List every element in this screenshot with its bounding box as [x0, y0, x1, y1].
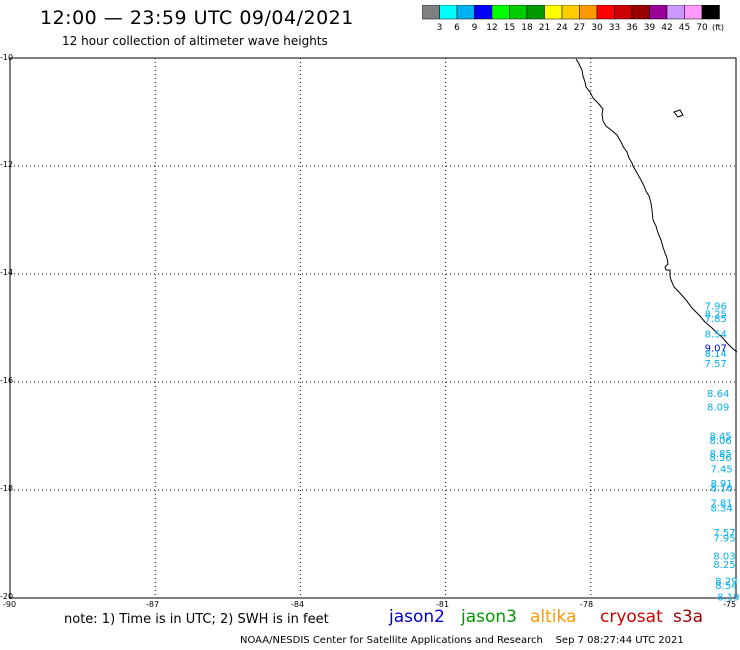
wave-height-value: 8.14 — [705, 349, 727, 360]
satellite-legend-cryosat: cryosat — [600, 607, 663, 627]
lat-label: -10 — [0, 53, 14, 62]
scale-label: 12 — [486, 23, 497, 33]
page-subtitle: 12 hour collection of altimeter wave hei… — [62, 34, 328, 48]
wave-height-value: 8.06 — [709, 436, 731, 447]
units-note: note: 1) Time is in UTC; 2) SWH is in fe… — [64, 612, 329, 627]
scale-label: 15 — [504, 23, 515, 33]
color-scale-legend: 3 6 9 12 15 18 21 24 27 30 33 36 39 42 45 70 (ft) — [422, 5, 724, 33]
wave-height-value: 9.07 — [705, 344, 727, 355]
scale-label: 3 — [437, 23, 443, 33]
wave-height-value: 7.95 — [713, 534, 735, 545]
wave-height-value: 7.57 — [705, 359, 727, 370]
scale-swatch — [701, 5, 720, 20]
wave-height-value: 7.96 — [705, 301, 727, 312]
wave-height-value: 8.25 — [713, 560, 735, 571]
lat-label: -12 — [0, 160, 14, 169]
satellite-legend-jason3: jason3 — [461, 607, 517, 627]
scale-label: 45 — [679, 23, 690, 33]
lon-label: -84 — [291, 600, 305, 609]
lon-label: -75 — [723, 600, 737, 609]
scale-label: 21 — [539, 23, 550, 33]
wave-height-value: 8.09 — [707, 402, 729, 413]
lon-label: -90 — [3, 600, 17, 609]
scale-label: 39 — [644, 23, 656, 33]
map-frame — [9, 57, 737, 599]
wave-height-value: 8.54 — [705, 329, 727, 340]
scale-label: 42 — [661, 23, 672, 33]
scale-unit: (ft) — [712, 23, 724, 32]
wave-height-value: 8.34 — [710, 503, 732, 514]
lat-label: -16 — [0, 376, 14, 385]
wave-height-value: 8.16 — [710, 483, 732, 494]
scale-label: 70 — [696, 23, 708, 33]
scale-label: 9 — [472, 23, 478, 33]
credit-text: NOAA/NESDIS Center for Satellite Applica… — [240, 635, 543, 646]
wave-height-value: 8.56 — [709, 453, 731, 464]
footer-credit: NOAA/NESDIS Center for Satellite Applica… — [240, 635, 684, 646]
satellite-legend-altika: altika — [530, 607, 577, 627]
wave-height-value: 8.64 — [707, 389, 729, 400]
satellite-legend-s3a: s3a — [673, 607, 704, 627]
scale-label: 24 — [556, 23, 568, 33]
satellite-legend-jason2: jason2 — [389, 607, 445, 627]
lat-label: -20 — [0, 592, 14, 601]
wave-height-value: 8.29 — [715, 576, 737, 587]
wave-height-value: 8.25 — [705, 310, 727, 321]
lat-label: -14 — [0, 268, 14, 277]
south-america-coastline — [575, 58, 738, 353]
wave-height-value: 7.57 — [713, 528, 735, 539]
graticule — [10, 58, 736, 598]
scale-label: 33 — [609, 23, 620, 33]
wave-height-value: 7.85 — [705, 314, 727, 325]
scale-label: 36 — [626, 23, 638, 33]
lon-label: -87 — [146, 600, 160, 609]
wave-height-value: 7.45 — [710, 464, 732, 475]
lon-label: -81 — [436, 600, 450, 609]
wave-height-value: 8.03 — [713, 551, 735, 562]
scale-label: 30 — [591, 23, 603, 33]
wave-height-labels: 7.968.257.858.549.078.147.578.648.098.45… — [705, 301, 740, 603]
lon-label: -78 — [580, 600, 594, 609]
wave-height-value: 7.81 — [710, 499, 732, 510]
wave-height-value: 8.19 — [717, 592, 739, 603]
timestamp-text: Sep 7 08:27:44 UTC 2021 — [555, 635, 684, 646]
scale-label: 27 — [574, 23, 585, 33]
scale-label: 18 — [521, 23, 533, 33]
wave-height-value: 8.91 — [710, 479, 732, 490]
wave-height-value: 8.85 — [709, 449, 731, 460]
lat-label: -18 — [0, 484, 14, 493]
wave-height-value: 8.45 — [709, 432, 731, 443]
page-title: 12:00 — 23:59 UTC 09/04/2021 — [40, 7, 354, 29]
scale-label: 6 — [454, 23, 460, 33]
island-outline — [673, 109, 684, 118]
wave-height-value: 8.54 — [715, 581, 737, 592]
